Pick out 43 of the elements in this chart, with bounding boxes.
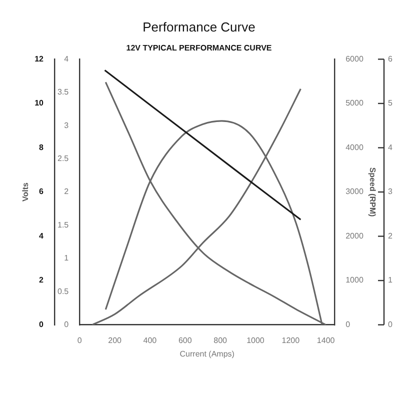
chart-title: Performance Curve (142, 19, 256, 34)
y3-tick-label: 2 (64, 187, 70, 196)
y3-tick-label: 4 (64, 54, 70, 64)
y2-tick-label: 5000 (346, 98, 364, 108)
y3-tick-label: 0 (64, 320, 70, 330)
y-tick-label: 2 (39, 276, 44, 285)
y-tick-label: 4 (39, 231, 44, 240)
y3-tick-label: 2.5 (57, 154, 70, 164)
y3-tick-label: 0.5 (57, 286, 70, 296)
y2-tick-label: 6000 (346, 54, 364, 64)
y-tick-label: 12 (34, 54, 44, 64)
x-tick-label: 200 (108, 336, 122, 345)
chart-subtitle: 12V TYPICAL PERFORMANCE CURVE (126, 44, 272, 53)
y2-tick-label: 2000 (346, 231, 364, 240)
y2-axis-title: Speed (RPM) (368, 167, 377, 217)
y-tick-label: 0 (39, 320, 44, 330)
text: 5 (388, 98, 393, 108)
y2-tick-label: 4000 (346, 142, 364, 152)
x-tick-label: 0 (77, 336, 82, 345)
y2-tick-label: 1000 (346, 276, 364, 285)
text: 4 (388, 142, 393, 152)
x-tick-label: 600 (178, 336, 192, 345)
y2-tick-label: 0 (346, 320, 351, 330)
y3-tick-label: 1.5 (57, 220, 70, 230)
x-tick-label: 1200 (282, 336, 300, 345)
x-axis-title: Current (Amps) (180, 349, 235, 358)
y3-tick-label: 3.5 (57, 88, 70, 97)
y3-tick-label: 1 (64, 254, 70, 263)
text: 2 (388, 231, 393, 240)
y2-tick-label: 3000 (346, 187, 364, 196)
text: 6 (388, 54, 393, 64)
x-tick-label: 800 (214, 336, 228, 345)
text: 1 (388, 276, 393, 285)
y-axis-title: Volts (21, 182, 30, 202)
text: 3 (388, 187, 393, 196)
y-tick-label: 8 (39, 142, 44, 152)
text: 0 (388, 320, 393, 330)
x-tick-label: 1400 (316, 336, 336, 345)
x-tick-label: 400 (143, 336, 158, 345)
y-tick-label: 10 (34, 98, 44, 108)
x-tick-label: 1000 (246, 336, 265, 345)
y-tick-label: 6 (39, 187, 44, 196)
y3-tick-label: 3 (64, 120, 70, 130)
